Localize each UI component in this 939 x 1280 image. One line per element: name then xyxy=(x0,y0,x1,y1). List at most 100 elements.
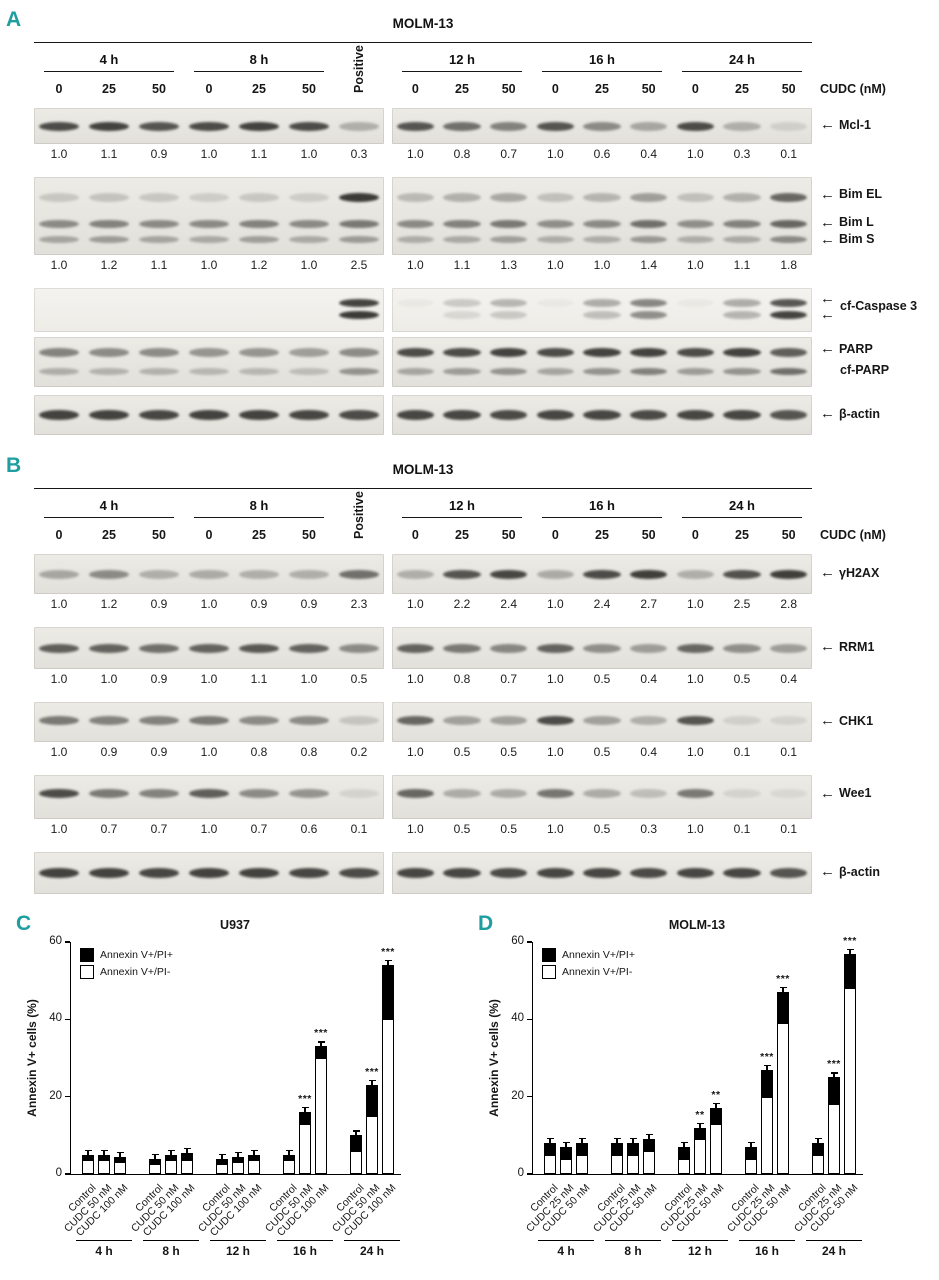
quant-value: 1.0 xyxy=(50,672,68,686)
protein-band xyxy=(396,122,434,132)
protein-band xyxy=(189,367,229,375)
error-whisker xyxy=(750,1141,752,1147)
blot-strip xyxy=(392,554,812,594)
error-whisker xyxy=(715,1103,717,1109)
protein-band xyxy=(490,192,528,202)
bar-segment-annexin-pi-neg xyxy=(761,1096,773,1174)
error-whisker-cap xyxy=(578,1138,586,1140)
protein-band xyxy=(396,192,434,202)
bar-segment-annexin-pi-neg xyxy=(366,1116,378,1174)
panel-title: MOLM-13 xyxy=(392,462,454,477)
protein-band xyxy=(770,367,808,375)
quant-value: 1.0 xyxy=(546,597,564,611)
dose-value: 0 xyxy=(551,528,559,542)
protein-band xyxy=(723,569,761,579)
y-tick-label: 40 xyxy=(49,1012,62,1025)
protein-band xyxy=(583,298,621,307)
error-whisker xyxy=(237,1151,239,1157)
bar-segment-annexin-pi-neg xyxy=(98,1160,110,1174)
protein-band xyxy=(139,347,179,357)
chart-panel-letter: C xyxy=(16,912,32,935)
error-whisker-cap xyxy=(696,1122,704,1124)
blot-label-text: Bim EL xyxy=(839,187,883,202)
protein-band xyxy=(490,367,528,375)
protein-band xyxy=(189,569,229,579)
error-whisker xyxy=(616,1138,618,1144)
quant-value: 1.1 xyxy=(733,258,751,272)
protein-band xyxy=(39,715,79,725)
blot-strip xyxy=(34,775,384,819)
protein-band xyxy=(630,643,668,653)
error-whisker-cap xyxy=(167,1149,175,1151)
protein-band xyxy=(723,192,761,202)
bar-segment-annexin-pi-neg xyxy=(248,1160,260,1174)
quant-value: 1.0 xyxy=(546,822,564,836)
protein-band xyxy=(239,347,279,357)
time-group-label: 24 h xyxy=(682,52,802,72)
quant-value: 0.1 xyxy=(350,822,368,836)
quant-value: 0.7 xyxy=(250,822,268,836)
protein-band xyxy=(583,868,621,878)
protein-band xyxy=(676,868,714,878)
quant-value: 1.0 xyxy=(50,745,68,759)
protein-band xyxy=(289,643,329,653)
quant-value: 0.3 xyxy=(640,822,657,836)
time-group-label: 8 h xyxy=(194,52,324,72)
protein-band xyxy=(536,643,574,653)
protein-band xyxy=(396,643,434,653)
blot-strip xyxy=(34,702,384,742)
protein-band xyxy=(676,643,714,653)
protein-band xyxy=(443,788,481,798)
protein-band xyxy=(89,192,129,202)
error-whisker-cap xyxy=(779,987,787,989)
bar-segment-annexin-pi-neg xyxy=(777,1023,789,1174)
protein-band xyxy=(139,788,179,798)
y-tick-mark xyxy=(527,1173,532,1175)
y-tick-mark xyxy=(65,1095,70,1098)
protein-band xyxy=(770,868,808,878)
y-tick-mark xyxy=(527,1095,532,1098)
quant-value: 1.4 xyxy=(640,258,657,272)
time-group-label: 16 h xyxy=(542,52,662,72)
protein-band xyxy=(239,367,279,375)
protein-band xyxy=(139,122,179,132)
panel-title: MOLM-13 xyxy=(392,16,454,31)
error-whisker xyxy=(154,1153,156,1159)
protein-band xyxy=(536,868,574,878)
bar-segment-annexin-pi-neg xyxy=(165,1160,177,1174)
protein-band xyxy=(583,410,621,420)
dose-value: 25 xyxy=(252,82,266,96)
time-group-label: 24 h xyxy=(682,498,802,518)
quant-value: 1.0 xyxy=(686,672,704,686)
quant-value: 1.3 xyxy=(500,258,517,272)
error-whisker xyxy=(683,1141,685,1147)
quant-value: 1.8 xyxy=(780,258,797,272)
quant-value: 0.9 xyxy=(150,672,168,686)
quant-value: 0.4 xyxy=(640,147,657,161)
y-tick-label: 20 xyxy=(511,1089,524,1102)
protein-band xyxy=(490,219,528,228)
protein-band xyxy=(770,235,808,243)
quant-value: 2.4 xyxy=(500,597,517,611)
legend-label: Annexin V+/PI- xyxy=(100,966,171,978)
protein-band xyxy=(443,868,481,878)
y-tick-mark xyxy=(65,1018,70,1021)
quant-value: 1.0 xyxy=(200,258,218,272)
chart-title: U937 xyxy=(220,918,250,932)
protein-band xyxy=(536,367,574,375)
blot-strip xyxy=(392,288,812,332)
bar-segment-annexin-pi-neg xyxy=(283,1160,295,1174)
dose-value: 25 xyxy=(252,528,266,542)
protein-band xyxy=(676,298,714,307)
time-group-label: 16 h xyxy=(754,1244,779,1258)
left-arrow-icon: ← xyxy=(820,185,835,203)
protein-band xyxy=(139,868,179,878)
bar-segment-annexin-pi-pos xyxy=(366,1085,378,1116)
y-axis-label: Annexin V+ cells (%) xyxy=(25,999,39,1117)
error-whisker-cap xyxy=(301,1107,309,1109)
protein-band xyxy=(139,235,179,243)
quant-value: 0.9 xyxy=(300,597,318,611)
quant-value: 1.2 xyxy=(250,258,268,272)
bar-segment-annexin-pi-neg xyxy=(216,1164,228,1174)
y-tick-label: 0 xyxy=(55,1167,62,1179)
